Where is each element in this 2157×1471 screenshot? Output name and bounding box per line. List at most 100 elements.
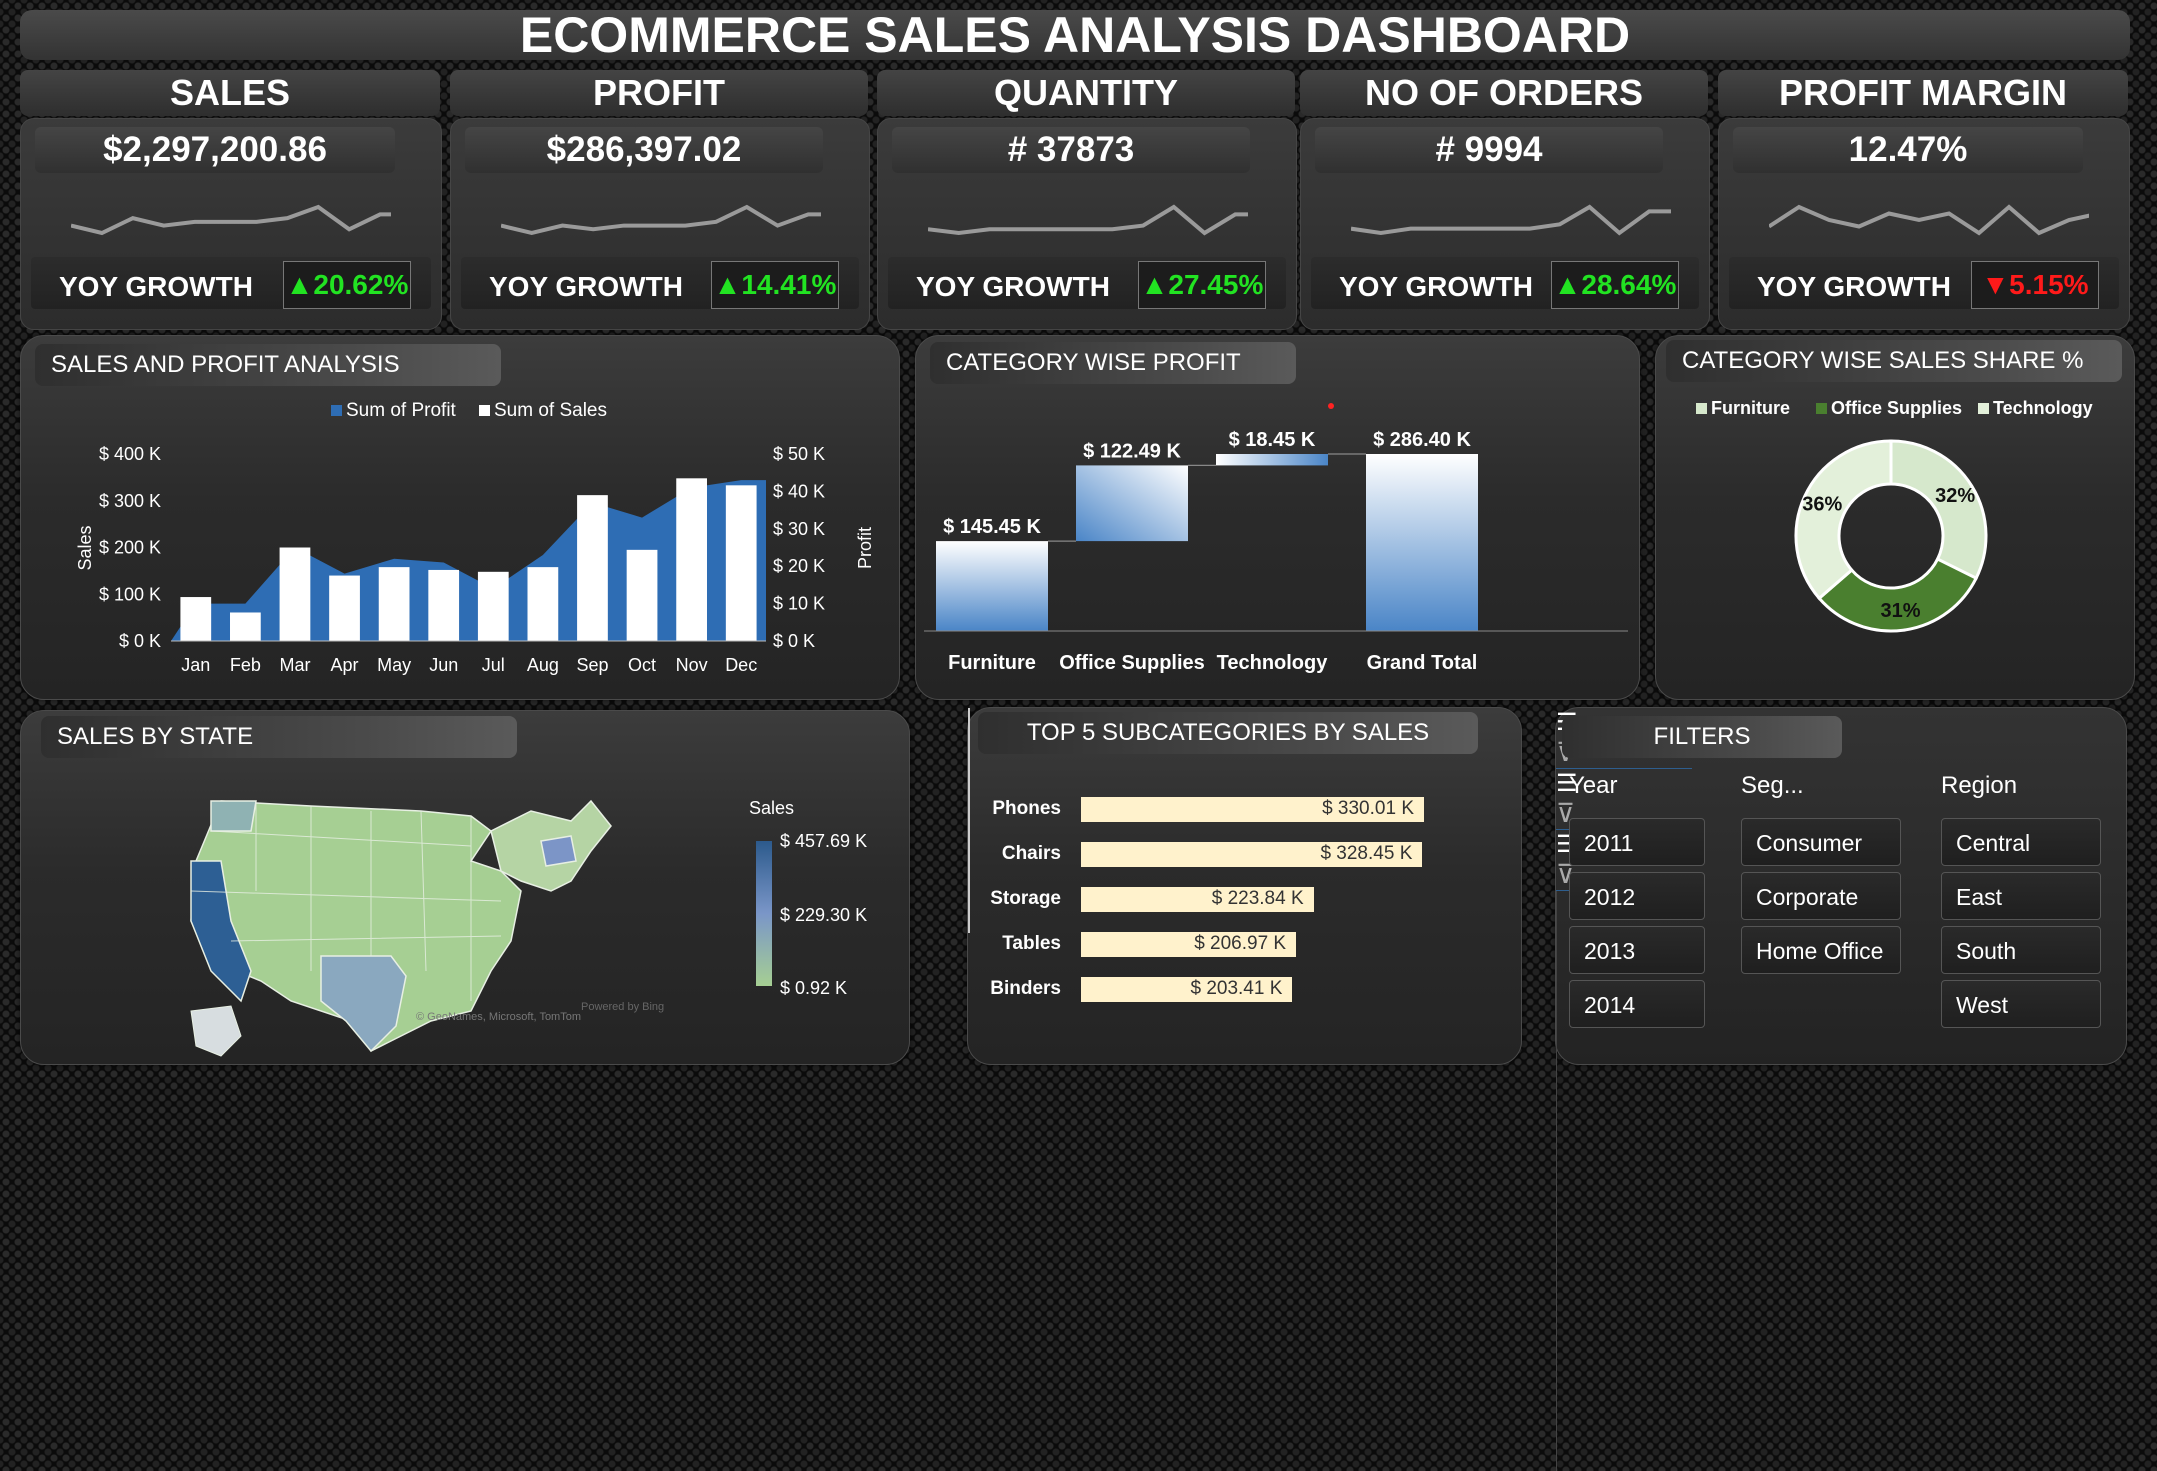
y-tick-right: $ 40 K: [773, 481, 825, 501]
x-tick: May: [377, 655, 411, 675]
sales-profit-panel: SALES AND PROFIT ANALYSIS Sum of Profit …: [20, 335, 900, 700]
map-legend-max: $ 457.69 K: [780, 831, 868, 851]
slicer-segment-item[interactable]: Corporate: [1741, 872, 1901, 920]
legend-sales: Sum of Sales: [479, 400, 607, 422]
hbar-category: Chairs: [1001, 843, 1061, 864]
hbar-data-label: $ 203.41 K: [1190, 978, 1283, 999]
yoy-label: YOY GROWTH: [916, 271, 1110, 302]
donut-legend-item: Furniture: [1696, 398, 1790, 419]
slicer-year-item[interactable]: 2013: [1569, 926, 1705, 974]
slicer-divider: [1556, 891, 1557, 1181]
us-map[interactable]: [171, 771, 651, 1061]
hbar-bar: [1081, 977, 1293, 1002]
hbar-bar: [1081, 797, 1424, 822]
hbar-bar: [1081, 932, 1297, 957]
slicer-region-item[interactable]: South: [1941, 926, 2101, 974]
california-state[interactable]: [190, 860, 252, 1003]
red-marker: [1328, 403, 1334, 409]
donut-label: 31%: [1881, 600, 1921, 622]
hbar-category: Binders: [990, 978, 1061, 999]
donut-label: 32%: [1935, 485, 1975, 507]
yoy-value: ▲28.64%: [1551, 261, 1679, 309]
y-tick-right: $ 50 K: [773, 444, 825, 464]
slicer-segment-item[interactable]: Home Office: [1741, 926, 1901, 974]
slicer-region-label: Region: [1941, 772, 2018, 799]
hbar-data-label: $ 328.45 K: [1320, 843, 1413, 864]
yoy-strip: YOY GROWTH ▲20.62%: [31, 257, 431, 309]
sales-bar: [279, 547, 311, 641]
slicer-region-item[interactable]: East: [1941, 872, 2101, 920]
slicer-segment-label: Seg...: [1741, 772, 1804, 799]
category-share-tab: CATEGORY WISE SALES SHARE %: [1666, 340, 2122, 382]
slicer-divider: [1556, 1181, 1557, 1471]
sparkline-path: [1351, 204, 1671, 236]
legend-swatch: [1696, 403, 1707, 414]
hbar-axis: [968, 708, 970, 933]
x-tick: Jun: [429, 655, 458, 675]
y-tick-left: $ 0 K: [119, 631, 161, 651]
yoy-label: YOY GROWTH: [1757, 271, 1951, 302]
slicer-underline: [1556, 768, 1692, 769]
category-profit-tab: CATEGORY WISE PROFIT: [930, 342, 1296, 384]
multi-select-icon[interactable]: ☰: [1556, 770, 1578, 797]
sales-bar: [477, 571, 509, 641]
kpi-card: # 9994 YOY GROWTH ▲28.64%: [1300, 118, 1710, 330]
slicer-year-item[interactable]: 2014: [1569, 980, 1705, 1028]
sparkline-path: [501, 204, 821, 236]
waterfall-data-label: $ 122.49 K: [1083, 440, 1181, 462]
category-profit-panel: CATEGORY WISE PROFIT $ 145.45 K Furniture…: [915, 335, 1640, 700]
legend-swatch: [479, 405, 490, 416]
alaska-state[interactable]: [190, 1005, 242, 1057]
kpi-sparkline: [928, 204, 1248, 236]
waterfall-bar: [1366, 454, 1478, 631]
legend-profit: Sum of Profit: [331, 400, 456, 422]
map-legend-min: $ 0.92 K: [780, 978, 848, 998]
kpi-title: NO OF ORDERS: [1300, 70, 1708, 116]
sales-bar: [725, 485, 757, 641]
hbar-data-label: $ 206.97 K: [1194, 933, 1287, 954]
yoy-value: ▲14.41%: [711, 261, 839, 309]
filters-tab: FILTERS: [1562, 716, 1842, 758]
kpi-card: 12.47% YOY GROWTH ▼5.15%: [1718, 118, 2130, 330]
donut-slice: [1794, 439, 1893, 601]
legend-swatch: [1816, 403, 1827, 414]
slicer-year-item[interactable]: 2011: [1569, 818, 1705, 866]
donut-slice: [1817, 557, 1979, 633]
map-powered: Powered by Bing: [581, 1001, 665, 1013]
x-tick: Nov: [676, 655, 708, 675]
x-tick: Sep: [576, 655, 608, 675]
sales-profit-tab: SALES AND PROFIT ANALYSIS: [35, 344, 501, 386]
map-legend-mid: $ 229.30 K: [780, 905, 868, 925]
waterfall-data-label: $ 18.45 K: [1229, 429, 1316, 451]
hbar-category: Storage: [990, 888, 1061, 909]
new-york-state[interactable]: [540, 835, 577, 867]
waterfall-category-label: Grand Total: [1367, 652, 1478, 674]
sales-by-state-panel: SALES BY STATE © GeoNames, Microsoft, To…: [20, 710, 910, 1065]
kpi-value: # 9994: [1315, 127, 1663, 173]
texas-state[interactable]: [320, 955, 407, 1053]
kpi-sparkline: [1769, 204, 2089, 236]
sales-bar: [676, 478, 707, 641]
legend-swatch: [331, 405, 342, 416]
slicer-region-item[interactable]: Central: [1941, 818, 2101, 866]
map-legend-scale: [756, 841, 772, 986]
profit-area: [171, 480, 766, 641]
slicer-year-label: Year: [1569, 772, 1618, 799]
yoy-label: YOY GROWTH: [489, 271, 683, 302]
hbar-bar: [1081, 887, 1314, 912]
sparkline-path: [1769, 204, 2089, 236]
sales-bar: [626, 549, 658, 641]
y-tick-left: $ 400 K: [99, 444, 161, 464]
slicer-region-item[interactable]: West: [1941, 980, 2101, 1028]
legend-label: Office Supplies: [1831, 398, 1963, 418]
washington-state[interactable]: [210, 800, 257, 832]
slicer-segment-item[interactable]: Consumer: [1741, 818, 1901, 866]
slicer-year-item[interactable]: 2012: [1569, 872, 1705, 920]
waterfall-data-label: $ 286.40 K: [1373, 429, 1471, 451]
sales-bar: [428, 569, 460, 641]
hbar-data-label: $ 223.84 K: [1211, 888, 1304, 909]
sales-bar: [329, 575, 360, 641]
kpi-card: $286,397.02 YOY GROWTH ▲14.41%: [450, 118, 870, 330]
hbar-category: Tables: [1002, 933, 1061, 954]
y-tick-right: $ 20 K: [773, 556, 825, 576]
